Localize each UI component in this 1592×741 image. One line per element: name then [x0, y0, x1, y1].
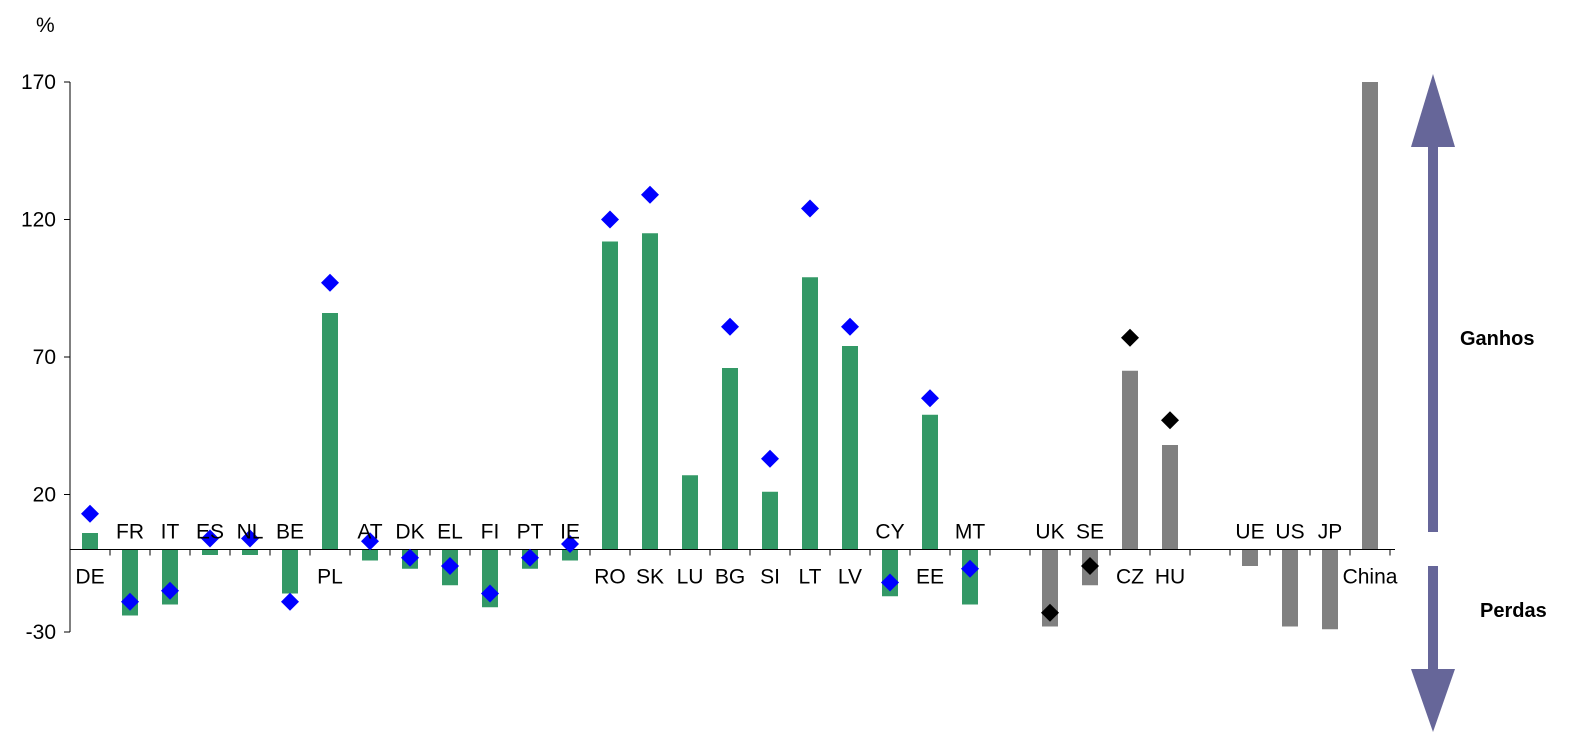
marker-ee [921, 389, 939, 408]
bar-nl [242, 549, 258, 555]
marker-el [441, 557, 459, 575]
marker-es [201, 529, 219, 548]
bar-us [1282, 549, 1298, 627]
marker-cy [881, 573, 899, 592]
bar-china [1362, 82, 1378, 550]
y-axis: -30 20 70 120 170 [21, 71, 71, 644]
category-label-china: China [1343, 566, 1398, 589]
bar-lv [842, 346, 858, 550]
category-label-pl: PL [317, 566, 343, 589]
category-label-lt: LT [799, 566, 822, 589]
bar-hu [1162, 445, 1178, 550]
category-label-bg: BG [715, 566, 745, 589]
category-label-hu: HU [1155, 566, 1185, 589]
bar-ee [922, 414, 938, 550]
bar-ue [1242, 549, 1258, 566]
y-tick-label: 20 [33, 484, 56, 507]
losses-arrow-shaft [1428, 566, 1438, 671]
y-tick-label: 170 [21, 71, 56, 94]
marker-mt [961, 559, 979, 578]
category-label-be: BE [276, 521, 304, 544]
bar-uk [1042, 549, 1058, 627]
category-labels: DE FR IT ES NL BE PL AT DK EL FI PT IE RO SK LU BG SI LT LV… [75, 521, 1397, 589]
bar-ro [602, 241, 618, 550]
marker-se [1081, 557, 1099, 575]
gains-label: Ganhos [1460, 328, 1534, 350]
category-label-us: US [1275, 521, 1304, 544]
marker-dk [401, 548, 419, 567]
bar-cz [1122, 370, 1138, 550]
category-label-cz: CZ [1116, 566, 1144, 589]
marker-de [81, 504, 99, 523]
bar-lu [682, 475, 698, 550]
marker-fi [481, 584, 499, 603]
category-label-lv: LV [838, 566, 862, 589]
category-label-it: IT [161, 521, 180, 544]
category-label-ie: IE [560, 521, 580, 544]
category-label-ro: RO [594, 566, 626, 589]
bar-pl [322, 313, 338, 550]
marker-at [361, 532, 379, 551]
category-label-el: EL [437, 521, 463, 544]
bar-lt [802, 277, 818, 550]
category-label-dk: DK [395, 521, 424, 544]
bar-be [282, 549, 298, 594]
marker-cz [1121, 328, 1139, 347]
marker-it [161, 581, 179, 600]
category-label-sk: SK [636, 566, 664, 589]
category-label-fr: FR [116, 521, 144, 544]
bar-sk [642, 233, 658, 550]
marker-ro [601, 210, 619, 229]
bar-at [362, 549, 378, 561]
y-tick-label: 70 [33, 346, 56, 369]
y-tick-label: -30 [26, 621, 56, 644]
category-label-si: SI [760, 566, 780, 589]
marker-be [281, 592, 299, 611]
category-label-ue: UE [1235, 521, 1264, 544]
marker-fr [121, 592, 139, 611]
category-label-ee: EE [916, 566, 944, 589]
category-label-jp: JP [1318, 521, 1343, 544]
marker-hu [1161, 411, 1179, 430]
y-axis-label: % [36, 14, 55, 37]
bar-es [202, 549, 218, 555]
marker-lv [841, 317, 859, 336]
marker-nl [241, 529, 259, 548]
category-label-cy: CY [875, 521, 904, 544]
marker-sk [641, 185, 659, 204]
bars-layer [82, 82, 1378, 630]
category-label-at: AT [357, 521, 382, 544]
category-label-mt: MT [955, 521, 985, 544]
marker-lt [801, 199, 819, 218]
marker-uk [1041, 603, 1059, 622]
category-label-de: DE [75, 566, 104, 589]
category-label-nl: NL [237, 521, 264, 544]
marker-pl [321, 273, 339, 292]
category-label-se: SE [1076, 521, 1104, 544]
marker-pt [521, 548, 539, 567]
bar-si [762, 491, 778, 550]
markers-layer [81, 185, 1179, 622]
x-axis [69, 549, 1395, 556]
category-label-uk: UK [1035, 521, 1064, 544]
gains-arrow-shaft [1428, 145, 1438, 532]
marker-ie [561, 535, 579, 553]
category-label-lu: LU [677, 566, 704, 589]
marker-bg [721, 317, 739, 336]
losses-label: Perdas [1480, 600, 1547, 622]
category-label-fi: FI [481, 521, 500, 544]
bar-bg [722, 368, 738, 550]
bar-de [82, 533, 98, 550]
gains-losses-arrows [1411, 74, 1455, 732]
category-label-pt: PT [517, 521, 544, 544]
marker-si [761, 449, 779, 468]
y-tick-label: 120 [21, 209, 56, 232]
losses-arrow-head [1411, 669, 1455, 732]
bar-jp [1322, 549, 1338, 630]
bar-ie [562, 549, 578, 561]
category-label-es: ES [196, 521, 224, 544]
gains-arrow-head [1411, 74, 1455, 147]
